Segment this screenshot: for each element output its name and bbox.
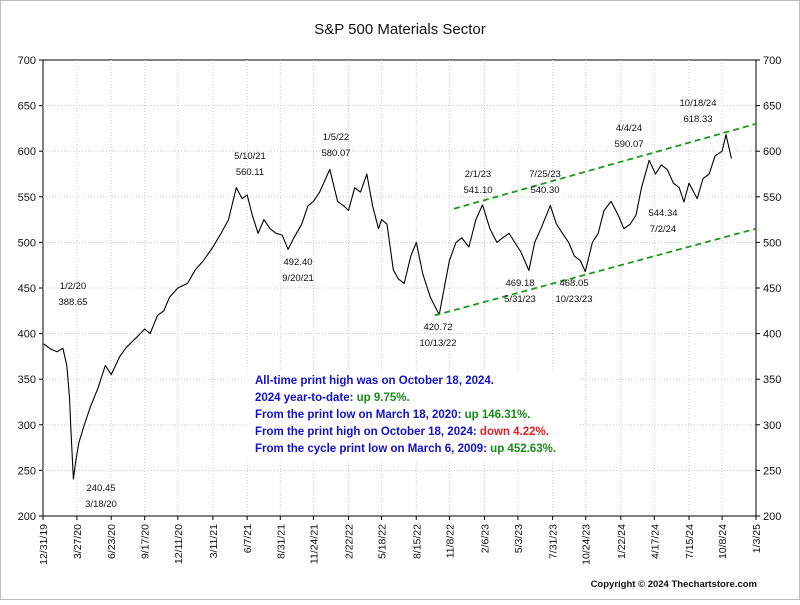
price-line <box>43 133 733 480</box>
note-highlight: down 4.22%. <box>477 426 549 438</box>
note-line: From the cycle print low on March 6, 200… <box>255 443 556 455</box>
note-text: From the print low on March 18, 2020: <box>255 409 461 421</box>
annotation-line-2: 541.10 <box>463 185 492 196</box>
annotation-line-2: 540.30 <box>530 185 559 196</box>
x-tick-label: 7/31/23 <box>548 524 560 559</box>
annotation-line-1: 5/10/21 <box>234 151 266 162</box>
annotation-line-1: 492.40 <box>283 257 312 268</box>
note-line: From the print high on October 18, 2024:… <box>255 426 549 438</box>
notes-box <box>246 370 580 462</box>
annotation-line-1: 1/2/20 <box>60 281 86 292</box>
x-tick-label: 12/31/19 <box>38 524 50 565</box>
annotation-line-1: 240.45 <box>86 483 115 494</box>
chart-title: S&P 500 Materials Sector <box>314 21 485 38</box>
y-tick-label-right: 250 <box>763 465 781 477</box>
note-highlight: up 452.63%. <box>487 443 556 455</box>
y-tick-label-right: 550 <box>763 192 781 204</box>
x-tick-label: 8/31/21 <box>275 524 287 559</box>
copyright-text: Copyright © 2024 Thechartstore.com <box>591 579 757 590</box>
y-tick-label-left: 650 <box>18 101 36 113</box>
x-tick-label: 7/15/24 <box>684 524 696 559</box>
x-tick-label: 6/23/20 <box>106 524 118 559</box>
x-tick-label: 9/17/20 <box>140 524 152 559</box>
annotation-line-2: 10/13/22 <box>420 338 457 349</box>
y-tick-label-left: 700 <box>18 55 36 67</box>
annotation-line-1: 468.05 <box>559 278 588 289</box>
x-tick-label: 11/24/21 <box>308 524 320 564</box>
y-tick-label-left: 200 <box>18 511 36 523</box>
x-tick-label: 10/24/23 <box>581 524 593 565</box>
annotation-line-1: 420.72 <box>423 322 452 333</box>
annotation-line-2: 560.11 <box>236 167 264 178</box>
annotation-line-1: 1/5/22 <box>323 132 349 143</box>
grid-lines <box>43 60 756 516</box>
annotation-line-2: 7/2/24 <box>650 224 676 235</box>
note-highlight: up 9.75%. <box>353 392 409 404</box>
note-highlight: up 146.31%. <box>461 409 530 421</box>
x-tick-label: 2/22/22 <box>343 524 355 559</box>
x-tick-label: 3/11/21 <box>208 524 220 558</box>
annotation-line-1: 2/1/23 <box>465 169 491 180</box>
trend-line-2 <box>453 122 757 210</box>
note-line: All-time print high was on October 18, 2… <box>255 375 494 387</box>
x-tick-label: 3/27/20 <box>72 524 84 559</box>
y-tick-label-left: 550 <box>18 192 36 204</box>
annotation-line-2: 618.33 <box>683 114 712 125</box>
x-tick-label: 11/8/22 <box>444 524 456 558</box>
x-tick-label: 10/8/24 <box>717 524 729 559</box>
x-tick-label: 1/3/25 <box>751 524 763 553</box>
y-tick-label-right: 350 <box>763 374 781 386</box>
y-tick-label-left: 300 <box>18 420 36 432</box>
y-tick-label-left: 500 <box>18 237 36 249</box>
annotation-line-1: 544.34 <box>648 208 677 219</box>
annotation-line-2: 388.65 <box>58 297 87 308</box>
x-tick-label: 4/17/24 <box>649 524 661 559</box>
y-tick-label-left: 600 <box>18 146 36 158</box>
y-tick-label-right: 400 <box>763 329 781 341</box>
x-tick-label: 6/7/21 <box>242 524 254 553</box>
series-layer <box>43 122 757 480</box>
notes-layer: All-time print high was on October 18, 2… <box>255 375 556 455</box>
note-text: From the print high on October 18, 2024: <box>255 426 477 438</box>
annotation-line-1: 10/18/24 <box>680 98 717 109</box>
trend-line-1 <box>434 227 757 317</box>
x-tick-label: 12/11/20 <box>173 524 185 564</box>
y-tick-label-left: 350 <box>18 374 36 386</box>
y-tick-label-right: 450 <box>763 283 781 295</box>
axis-ticks: 200 200 250 250 300 300 350 350 400 400 450 450 500 5… <box>18 55 782 565</box>
y-tick-label-left: 450 <box>18 283 36 295</box>
y-tick-label-left: 250 <box>18 465 36 477</box>
annotation-line-2: 580.07 <box>321 148 350 159</box>
x-tick-label: 5/3/23 <box>513 524 525 553</box>
x-tick-label: 1/22/24 <box>616 524 628 559</box>
note-line: 2024 year-to-date: up 9.75%. <box>255 392 410 404</box>
annotation-line-2: 9/20/21 <box>282 273 314 284</box>
annotation-line-1: 7/25/23 <box>529 169 561 180</box>
y-tick-label-right: 300 <box>763 420 781 432</box>
y-tick-label-left: 400 <box>18 329 36 341</box>
annotation-line-2: 10/23/23 <box>556 294 593 305</box>
note-line: From the print low on March 18, 2020: up… <box>255 409 530 421</box>
annotation-line-1: 469.18 <box>505 278 534 289</box>
y-tick-label-right: 600 <box>763 146 781 158</box>
note-text: From the cycle print low on March 6, 200… <box>255 443 487 455</box>
x-tick-label: 5/18/22 <box>377 524 389 559</box>
annotation-line-2: 590.07 <box>614 139 643 150</box>
y-tick-label-right: 650 <box>763 101 781 113</box>
annotation-line-1: 4/4/24 <box>616 123 642 134</box>
annotation-line-2: 5/31/23 <box>504 294 536 305</box>
x-tick-label: 2/6/23 <box>479 524 491 553</box>
note-text: 2024 year-to-date: <box>255 392 353 404</box>
annotation-layer: 1/2/20 388.65 240.45 3/18/20 5/10/21 560.11 49… <box>58 98 716 510</box>
y-tick-label-right: 500 <box>763 237 781 249</box>
note-text: All-time print high was on October 18, 2… <box>255 375 494 387</box>
annotation-line-2: 3/18/20 <box>85 499 117 510</box>
y-tick-label-right: 200 <box>763 511 781 523</box>
y-tick-label-right: 700 <box>763 55 781 67</box>
x-tick-label: 8/15/22 <box>411 524 423 559</box>
